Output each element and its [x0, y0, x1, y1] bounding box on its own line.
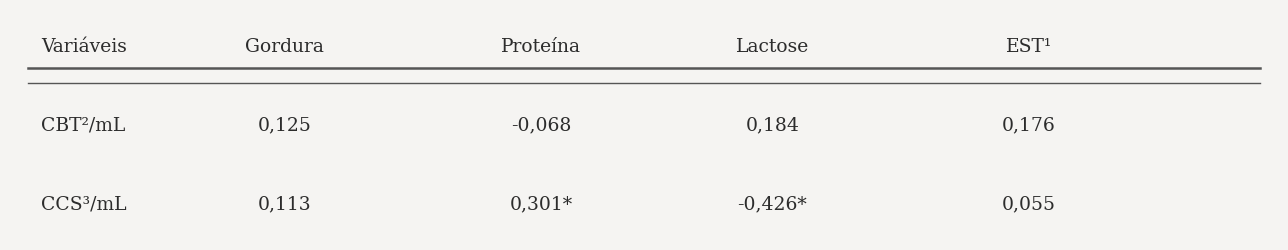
- Text: 0,301*: 0,301*: [510, 194, 573, 212]
- Text: -0,068: -0,068: [511, 116, 572, 134]
- Text: CBT²/mL: CBT²/mL: [41, 116, 126, 134]
- Text: EST¹: EST¹: [1006, 38, 1052, 56]
- Text: Gordura: Gordura: [246, 38, 325, 56]
- Text: Proteína: Proteína: [501, 38, 581, 56]
- Text: 0,055: 0,055: [1002, 194, 1056, 212]
- Text: 0,184: 0,184: [746, 116, 799, 134]
- Text: 0,176: 0,176: [1002, 116, 1056, 134]
- Text: Lactose: Lactose: [735, 38, 809, 56]
- Text: CCS³/mL: CCS³/mL: [41, 194, 128, 212]
- Text: Variáveis: Variáveis: [41, 38, 128, 56]
- Text: 0,125: 0,125: [258, 116, 312, 134]
- Text: 0,113: 0,113: [258, 194, 312, 212]
- Text: -0,426*: -0,426*: [737, 194, 808, 212]
